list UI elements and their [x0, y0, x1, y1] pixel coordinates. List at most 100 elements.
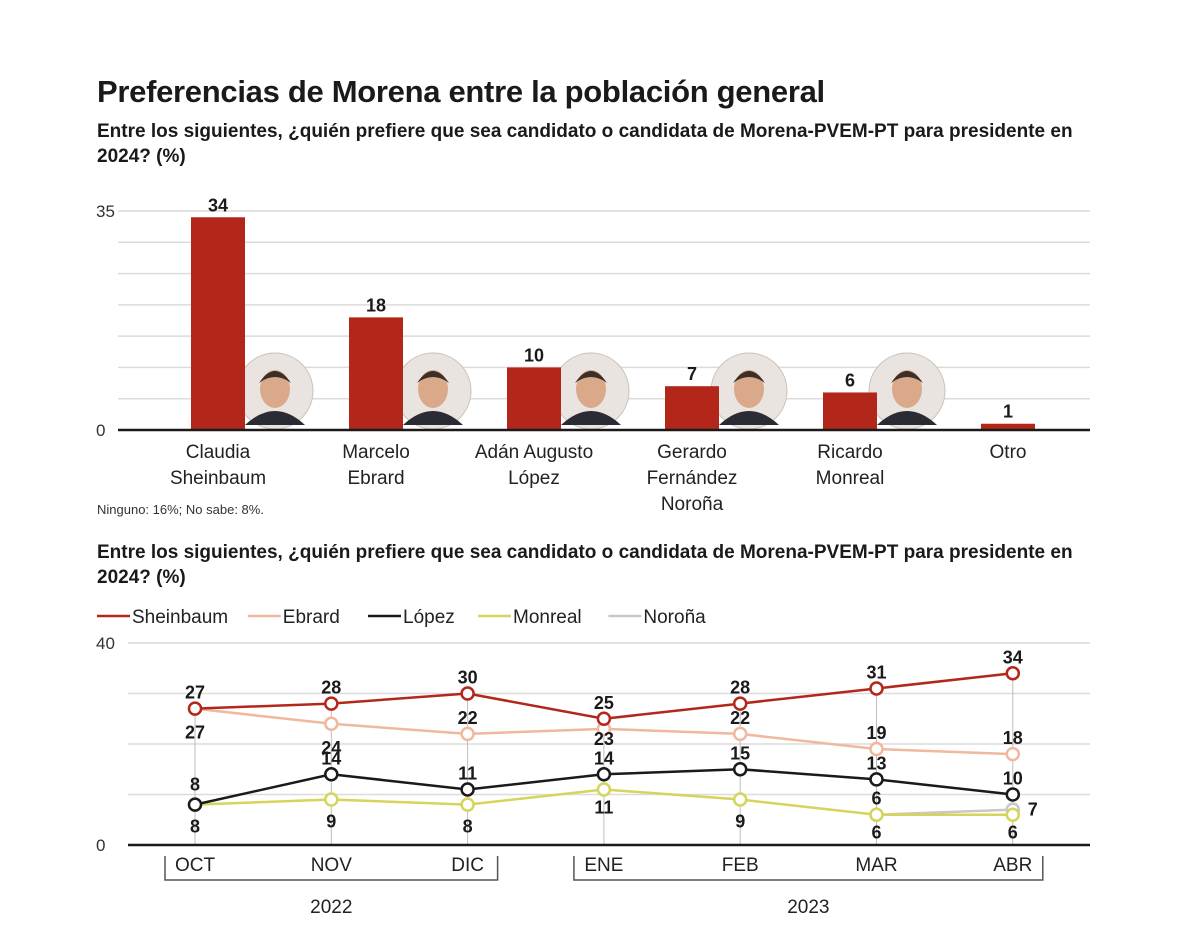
line-point-marker [460, 726, 475, 742]
line-point-marker [324, 767, 339, 782]
bar-value-label: 34 [208, 195, 228, 215]
portrait-hair [259, 371, 291, 383]
portrait-shoulders [877, 411, 937, 425]
page-title: Preferencias de Morena entre la població… [97, 74, 825, 109]
line-month-label: ENE [584, 855, 623, 876]
line-data-label: 34 [1003, 647, 1023, 667]
bar [981, 423, 1035, 430]
line-point-marker [869, 772, 884, 787]
line-data-label: 27 [185, 683, 205, 703]
line-data-label: 6 [1008, 823, 1018, 843]
portrait-hair [891, 371, 923, 383]
line-data-label: 6 [871, 789, 881, 809]
line-point-marker [732, 696, 748, 711]
legend-label: Monreal [513, 607, 582, 628]
line-point-marker [732, 762, 748, 777]
line-data-label: 18 [1003, 728, 1023, 748]
line-point-marker [324, 716, 339, 732]
line-data-label: 30 [458, 668, 478, 688]
legend-label: Noroña [643, 607, 706, 628]
portrait-shoulders [245, 411, 305, 425]
line-ytick-label: 0 [96, 836, 105, 855]
portrait-hair [417, 371, 449, 383]
line-point-marker [1005, 746, 1021, 762]
portrait-face [576, 370, 606, 408]
portrait-face [418, 370, 448, 408]
bar [665, 386, 719, 430]
line-point-marker [732, 726, 748, 742]
line-month-label: FEB [722, 855, 759, 876]
line-month-label: ABR [993, 855, 1032, 876]
line-point-marker [187, 797, 203, 812]
line-data-label: 31 [866, 662, 886, 682]
line-data-label: 9 [326, 812, 336, 832]
line-data-label: 22 [730, 708, 750, 728]
bar [823, 392, 877, 430]
bar-value-label: 7 [687, 364, 697, 384]
line-ytick-label: 40 [96, 634, 115, 653]
line-point-marker [1005, 787, 1021, 802]
bar-category-label: Claudia [186, 442, 251, 463]
bar-value-label: 6 [845, 370, 855, 390]
line-data-label: 11 [458, 763, 477, 783]
bar-category-label: Otro [990, 442, 1027, 463]
line-data-label: 15 [730, 743, 750, 763]
line-data-label: 13 [866, 753, 886, 773]
bar-ytick-label: 35 [96, 202, 115, 221]
legend-label: López [403, 607, 455, 628]
line-data-label: 11 [594, 797, 613, 817]
line-data-label: 23 [594, 729, 614, 749]
line-month-label: DIC [451, 855, 484, 876]
line-point-marker [1005, 807, 1021, 822]
line-point-marker [324, 792, 339, 807]
bar [349, 317, 403, 430]
line-point-marker [187, 701, 203, 716]
portrait-face [734, 370, 764, 408]
line-point-marker [460, 797, 475, 812]
line-point-marker [869, 807, 884, 822]
candidate-portrait-icon [710, 352, 788, 430]
line-data-label: 28 [730, 678, 750, 698]
line-data-label: 19 [866, 723, 886, 743]
year-label: 2023 [787, 897, 829, 918]
bar [191, 217, 245, 430]
year-label: 2022 [310, 897, 352, 918]
line-point-marker [460, 686, 475, 701]
line-point-marker [869, 741, 884, 757]
portrait-shoulders [719, 411, 779, 425]
bar-category-label: Monreal [816, 468, 885, 489]
line-point-marker [596, 782, 612, 797]
line-month-label: NOV [311, 855, 353, 876]
year-bracket [164, 856, 499, 881]
bar-value-label: 1 [1003, 402, 1013, 422]
portrait-shoulders [403, 411, 463, 425]
bar-category-label: Fernández [647, 468, 738, 489]
bar-chart-subtitle: Entre los siguientes, ¿quién prefiere qu… [97, 121, 1073, 167]
bar-category-label: Marcelo [342, 442, 410, 463]
portrait-hair [733, 371, 765, 383]
bar-category-label: López [508, 468, 560, 489]
line-data-label: 24 [321, 738, 341, 758]
line-chart-subtitle: Entre los siguientes, ¿quién prefiere qu… [97, 542, 1073, 588]
portrait-shoulders [561, 411, 621, 425]
bar-value-label: 18 [366, 295, 386, 315]
candidate-portrait-icon [394, 352, 472, 430]
line-data-label: 8 [463, 817, 473, 837]
line-data-label: 10 [1003, 769, 1023, 789]
line-month-label: MAR [855, 855, 897, 876]
candidate-portrait-icon [236, 352, 314, 430]
line-data-label: 8 [190, 817, 200, 837]
line-point-marker [596, 767, 612, 782]
line-data-label: 22 [458, 708, 478, 728]
portrait-hair [575, 371, 607, 383]
bar-category-label: Adán Augusto [475, 442, 593, 463]
bar-chart-footnote: Ninguno: 16%; No sabe: 8%. [97, 502, 264, 517]
year-bracket [573, 856, 1044, 881]
portrait-face [260, 370, 290, 408]
bar-value-label: 10 [524, 345, 544, 365]
line-point-marker [732, 792, 748, 807]
bar-category-label: Sheinbaum [170, 468, 266, 489]
bar-category-label: Noroña [661, 494, 724, 515]
candidate-portrait-icon [552, 352, 630, 430]
line-point-marker [324, 696, 339, 711]
